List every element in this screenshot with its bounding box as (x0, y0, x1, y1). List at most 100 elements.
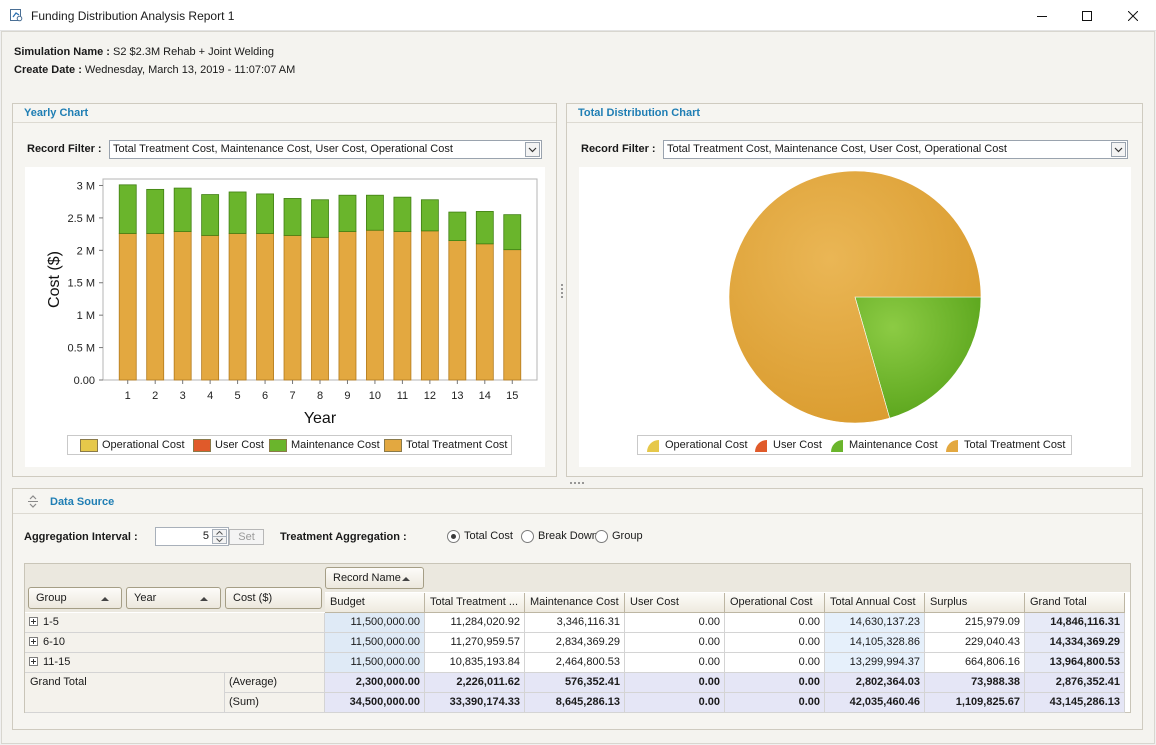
yearly-chart-header: Yearly Chart (13, 104, 556, 123)
grand-total-cell-operational[interactable]: 0.00 (725, 693, 825, 713)
y-tick-label: 1.5 M (67, 278, 95, 290)
create-date-line: Create Date : Wednesday, March 13, 2019 … (14, 64, 295, 76)
close-icon (1128, 10, 1138, 21)
cell-surplus[interactable]: 229,040.43 (925, 633, 1025, 653)
year-field-button[interactable]: Year (126, 587, 221, 609)
bar-maintenance-cost (393, 196, 412, 232)
yearly-filter-dropdown-button[interactable] (525, 142, 540, 157)
data-source-header[interactable]: Data Source (13, 489, 1142, 514)
distribution-record-filter-value: Total Treatment Cost, Maintenance Cost, … (667, 143, 1007, 155)
cell-budget[interactable]: 11,500,000.00 (325, 653, 425, 673)
group-field-button[interactable]: Group (28, 587, 122, 609)
minimize-button[interactable] (1019, 0, 1065, 31)
yearly-chart-legend: Operational Cost User Cost Maintenance C… (67, 435, 512, 455)
yearly-chart-title: Yearly Chart (24, 107, 89, 119)
cell-total-treatment[interactable]: 11,270,959.57 (425, 633, 525, 653)
x-tick-label: 2 (152, 390, 158, 402)
row-header-label: 6-10 (43, 636, 66, 648)
cell-operational[interactable]: 0.00 (725, 653, 825, 673)
bar-treatment-cost (283, 235, 302, 381)
cell-surplus[interactable]: 664,806.16 (925, 653, 1025, 673)
column-header-surplus[interactable]: Surplus (925, 593, 1025, 613)
cost-data-field-button[interactable]: Cost ($) (225, 587, 322, 609)
row-header-group[interactable]: 11-15 (25, 653, 325, 673)
cell-grand-total[interactable]: 14,846,116.31 (1025, 613, 1125, 633)
grand-total-cell-budget[interactable]: 34,500,000.00 (325, 693, 425, 713)
grand-total-cell-maintenance[interactable]: 8,645,286.13 (525, 693, 625, 713)
distribution-filter-dropdown-button[interactable] (1111, 142, 1126, 157)
radio-group-circle[interactable] (595, 530, 608, 543)
cell-user-cost[interactable]: 0.00 (625, 613, 725, 633)
spinner-arrows-icon[interactable] (212, 529, 227, 544)
record-name-field-button[interactable]: Record Name (325, 567, 424, 589)
cell-total-treatment[interactable]: 11,284,020.92 (425, 613, 525, 633)
maintenance-swatch (269, 439, 287, 452)
column-header-total-treatment[interactable]: Total Treatment ... (425, 593, 525, 613)
grand-total-cell-total-treatment[interactable]: 33,390,174.33 (425, 693, 525, 713)
column-header-operational[interactable]: Operational Cost (725, 593, 825, 613)
bar-treatment-cost (201, 235, 220, 381)
cell-maintenance[interactable]: 2,464,800.53 (525, 653, 625, 673)
radio-total-cost-circle[interactable] (447, 530, 460, 543)
yearly-record-filter-combo[interactable]: Total Treatment Cost, Maintenance Cost, … (109, 140, 542, 159)
grand-total-cell-total-treatment[interactable]: 2,226,011.62 (425, 673, 525, 693)
row-header-group[interactable]: 6-10 (25, 633, 325, 653)
cell-budget[interactable]: 11,500,000.00 (325, 613, 425, 633)
cell-user-cost[interactable]: 0.00 (625, 633, 725, 653)
expand-plus-icon[interactable] (29, 617, 38, 626)
cell-total-annual[interactable]: 14,630,137.23 (825, 613, 925, 633)
y-tick-label: 3 M (77, 180, 95, 192)
cell-total-annual[interactable]: 13,299,994.37 (825, 653, 925, 673)
yearly-chart-panel: Yearly Chart Record Filter : Total Treat… (12, 103, 557, 477)
column-header-maintenance[interactable]: Maintenance Cost (525, 593, 625, 613)
cost-data-field-label: Cost ($) (233, 592, 273, 604)
cell-grand-total[interactable]: 13,964,800.53 (1025, 653, 1125, 673)
cell-operational[interactable]: 0.00 (725, 613, 825, 633)
sort-up-icon (402, 577, 410, 581)
grand-total-cell-user-cost[interactable]: 0.00 (625, 673, 725, 693)
column-header-budget[interactable]: Budget (325, 593, 425, 613)
cell-surplus[interactable]: 215,979.09 (925, 613, 1025, 633)
bar-treatment-cost (338, 231, 357, 381)
grand-total-cell-user-cost[interactable]: 0.00 (625, 693, 725, 713)
grand-total-cell-total-annual[interactable]: 42,035,460.46 (825, 693, 925, 713)
bar-treatment-cost (173, 231, 192, 381)
distribution-chart-title: Total Distribution Chart (578, 107, 701, 119)
close-button[interactable] (1110, 0, 1156, 31)
cell-maintenance[interactable]: 3,346,116.31 (525, 613, 625, 633)
treatment-aggregation-label: Treatment Aggregation : (280, 531, 407, 543)
column-header-grand-total[interactable]: Grand Total (1025, 593, 1125, 613)
cell-budget[interactable]: 11,500,000.00 (325, 633, 425, 653)
expand-plus-icon[interactable] (29, 637, 38, 646)
collapse-expand-icon[interactable] (27, 493, 39, 509)
radio-break-down-circle[interactable] (521, 530, 534, 543)
cell-total-treatment[interactable]: 10,835,193.84 (425, 653, 525, 673)
grand-total-cell-surplus[interactable]: 73,988.38 (925, 673, 1025, 693)
column-header-user-cost[interactable]: User Cost (625, 593, 725, 613)
x-tick-label: 15 (506, 390, 518, 402)
cell-operational[interactable]: 0.00 (725, 633, 825, 653)
grand-total-cell-operational[interactable]: 0.00 (725, 673, 825, 693)
grand-total-cell-surplus[interactable]: 1,109,825.67 (925, 693, 1025, 713)
bar-maintenance-cost (503, 214, 522, 251)
horizontal-splitter-grip-icon[interactable] (569, 480, 585, 486)
aggregation-interval-spinner[interactable]: 5 (155, 527, 229, 546)
column-header-total-annual[interactable]: Total Annual Cost (825, 593, 925, 613)
maximize-button[interactable] (1064, 0, 1110, 31)
cell-user-cost[interactable]: 0.00 (625, 653, 725, 673)
row-header-group[interactable]: 1-5 (25, 613, 325, 633)
distribution-record-filter-combo[interactable]: Total Treatment Cost, Maintenance Cost, … (663, 140, 1128, 159)
cell-total-annual[interactable]: 14,105,328.86 (825, 633, 925, 653)
grand-total-cell-budget[interactable]: 2,300,000.00 (325, 673, 425, 693)
bar-maintenance-cost (338, 194, 357, 232)
pie-legend-label-operational: Operational Cost (665, 439, 748, 451)
cell-maintenance[interactable]: 2,834,369.29 (525, 633, 625, 653)
expand-plus-icon[interactable] (29, 657, 38, 666)
cell-grand-total[interactable]: 14,334,369.29 (1025, 633, 1125, 653)
grand-total-cell-grand-total[interactable]: 2,876,352.41 (1025, 673, 1125, 693)
set-button[interactable]: Set (229, 529, 264, 545)
grand-total-cell-total-annual[interactable]: 2,802,364.03 (825, 673, 925, 693)
grand-total-cell-grand-total[interactable]: 43,145,286.13 (1025, 693, 1125, 713)
grand-total-cell-maintenance[interactable]: 576,352.41 (525, 673, 625, 693)
vertical-splitter-grip-icon[interactable] (559, 283, 565, 299)
